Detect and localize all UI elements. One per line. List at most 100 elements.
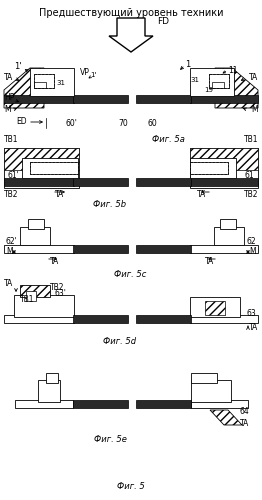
Text: TB2: TB2 bbox=[4, 190, 19, 199]
Bar bbox=[190, 68, 234, 96]
Text: 1': 1' bbox=[14, 62, 21, 71]
Bar bbox=[4, 178, 74, 186]
Bar bbox=[190, 245, 258, 253]
Text: 64: 64 bbox=[240, 406, 250, 416]
Text: TA: TA bbox=[55, 190, 65, 199]
Bar bbox=[220, 219, 236, 229]
Bar bbox=[136, 245, 191, 253]
Text: 61': 61' bbox=[8, 172, 20, 180]
Bar bbox=[73, 245, 128, 253]
Bar bbox=[190, 158, 236, 178]
Bar bbox=[136, 178, 191, 186]
Bar bbox=[73, 95, 128, 103]
Text: VP: VP bbox=[80, 68, 90, 77]
Text: 60': 60' bbox=[65, 118, 77, 128]
Text: M: M bbox=[6, 248, 13, 256]
Text: TA: TA bbox=[240, 418, 249, 428]
Bar bbox=[14, 295, 74, 317]
Text: Предшествующий уровень техники: Предшествующий уровень техники bbox=[39, 8, 223, 18]
Bar bbox=[15, 400, 73, 408]
Text: 1: 1 bbox=[185, 60, 190, 69]
Bar bbox=[136, 400, 191, 408]
Text: Фиг. 5e: Фиг. 5e bbox=[94, 435, 127, 444]
Bar bbox=[73, 400, 128, 408]
Bar bbox=[191, 400, 248, 408]
Bar bbox=[20, 227, 50, 245]
Text: ED: ED bbox=[16, 118, 27, 126]
Text: TB1: TB1 bbox=[4, 135, 19, 144]
Text: 31: 31 bbox=[190, 77, 199, 83]
Bar bbox=[209, 74, 229, 88]
Bar bbox=[30, 162, 78, 174]
Text: 31: 31 bbox=[56, 80, 65, 86]
Bar bbox=[38, 380, 60, 402]
Bar bbox=[73, 178, 128, 186]
Text: TA: TA bbox=[4, 74, 13, 82]
Polygon shape bbox=[4, 68, 44, 108]
Text: TA: TA bbox=[249, 322, 258, 332]
Text: TB1: TB1 bbox=[20, 295, 35, 304]
Text: Фиг. 5d: Фиг. 5d bbox=[103, 337, 137, 346]
Text: 1': 1' bbox=[90, 72, 96, 78]
Text: M: M bbox=[251, 106, 258, 114]
Polygon shape bbox=[210, 410, 242, 425]
Bar bbox=[34, 74, 54, 88]
Text: HP: HP bbox=[4, 94, 14, 102]
Text: M: M bbox=[4, 106, 11, 114]
Text: 62': 62' bbox=[6, 236, 18, 246]
Text: Фиг. 5b: Фиг. 5b bbox=[94, 200, 127, 209]
Bar bbox=[190, 162, 228, 174]
Bar bbox=[190, 315, 258, 323]
Text: FD: FD bbox=[157, 18, 169, 26]
Text: M: M bbox=[249, 248, 256, 256]
Text: TA: TA bbox=[197, 190, 207, 199]
Bar bbox=[190, 178, 258, 186]
Text: TA: TA bbox=[50, 257, 60, 266]
Polygon shape bbox=[109, 18, 153, 52]
Text: 60: 60 bbox=[148, 118, 158, 128]
Text: Фиг. 5c: Фиг. 5c bbox=[114, 270, 146, 279]
Text: TB2: TB2 bbox=[50, 282, 64, 292]
Text: Фиг. 5: Фиг. 5 bbox=[117, 482, 145, 491]
Bar bbox=[190, 297, 240, 317]
Bar bbox=[4, 148, 79, 170]
Bar bbox=[191, 380, 231, 402]
Bar bbox=[34, 74, 54, 88]
Bar bbox=[20, 285, 50, 297]
Bar bbox=[4, 148, 79, 188]
Bar bbox=[214, 227, 244, 245]
Bar bbox=[190, 148, 258, 170]
Bar bbox=[190, 95, 258, 103]
Bar bbox=[136, 315, 191, 323]
Text: TA: TA bbox=[205, 257, 215, 266]
Text: 63: 63 bbox=[246, 308, 256, 318]
Bar bbox=[4, 315, 74, 323]
Bar bbox=[205, 301, 225, 315]
Bar bbox=[26, 291, 36, 301]
Text: 61: 61 bbox=[244, 172, 254, 180]
Bar bbox=[4, 95, 74, 103]
Text: 62: 62 bbox=[246, 236, 256, 246]
Text: TB2: TB2 bbox=[243, 190, 258, 199]
Bar bbox=[73, 315, 128, 323]
Polygon shape bbox=[215, 68, 258, 108]
Text: 70: 70 bbox=[118, 118, 128, 128]
Text: 11: 11 bbox=[228, 66, 237, 75]
Bar bbox=[28, 219, 44, 229]
Bar bbox=[209, 74, 229, 88]
Bar bbox=[34, 82, 46, 88]
Text: Фиг. 5а: Фиг. 5а bbox=[152, 135, 185, 144]
Text: TB1: TB1 bbox=[243, 135, 258, 144]
Bar bbox=[136, 95, 191, 103]
Bar bbox=[46, 373, 58, 383]
Text: 19: 19 bbox=[204, 87, 213, 93]
Text: 63': 63' bbox=[54, 288, 66, 298]
Bar bbox=[30, 68, 74, 96]
Bar bbox=[4, 245, 74, 253]
Text: TA: TA bbox=[4, 278, 13, 287]
Bar bbox=[190, 148, 258, 188]
Bar bbox=[190, 162, 228, 174]
Bar bbox=[212, 82, 224, 88]
Bar bbox=[191, 373, 217, 383]
Bar bbox=[22, 158, 78, 178]
